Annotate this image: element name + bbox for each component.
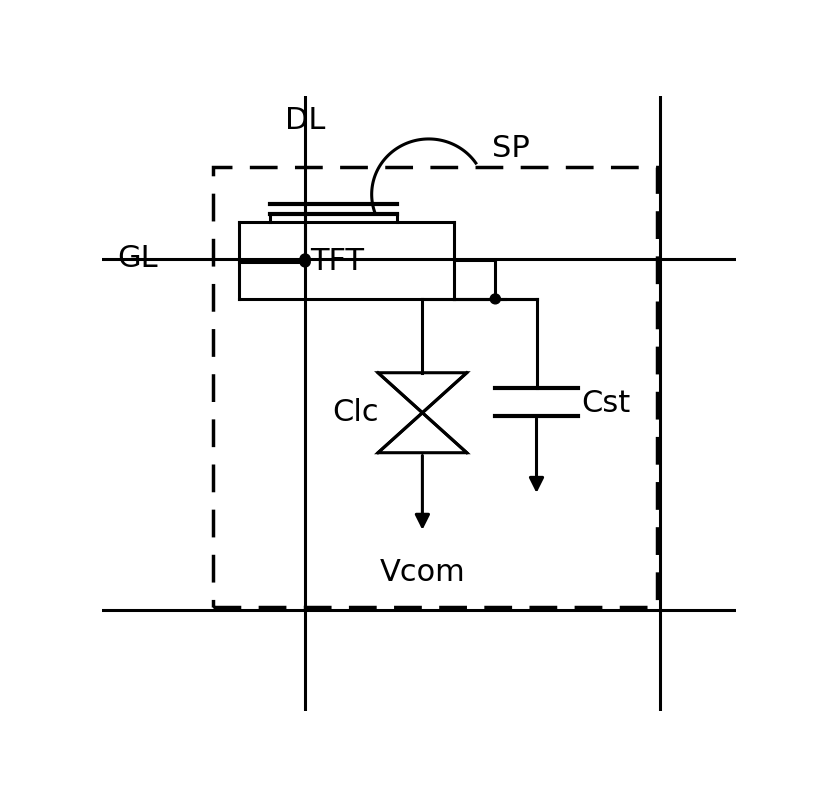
Text: SP: SP [492, 133, 530, 163]
Text: DL: DL [285, 106, 326, 135]
Bar [213, 167, 657, 606]
Text: GL: GL [117, 244, 157, 273]
Circle shape [300, 254, 310, 264]
Circle shape [300, 257, 310, 267]
Text: Cst: Cst [582, 389, 631, 418]
Text: Clc: Clc [333, 398, 379, 427]
Circle shape [490, 294, 501, 304]
Text: TFT: TFT [310, 248, 364, 276]
Text: Vcom: Vcom [380, 559, 465, 587]
